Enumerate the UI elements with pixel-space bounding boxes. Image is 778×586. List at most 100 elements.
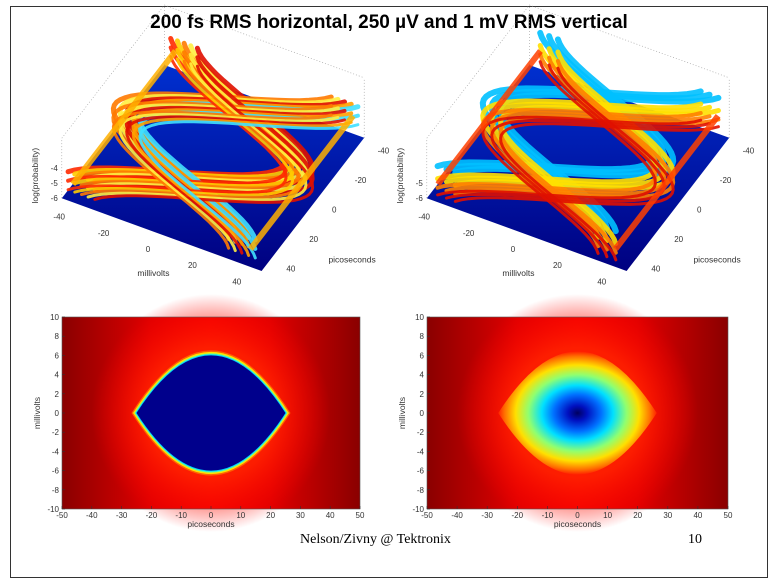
picoseconds-tick-label: 40: [651, 265, 660, 274]
millivolts-axis-label: millivolts: [502, 268, 534, 278]
y-axis-label: millivolts: [397, 397, 407, 429]
y-tick-label: -6: [417, 467, 425, 476]
eye-rail: [435, 49, 543, 187]
x-axis-label: picoseconds: [187, 519, 234, 529]
x-tick-label: 50: [356, 511, 365, 520]
surface-plot-left: -40 -20 0 20 40 -40 -20 0 20 40 -4 -5 -6 millivolts pi…: [30, 4, 390, 286]
millivolts-tick-label: 20: [553, 261, 562, 270]
log-probability-tick-label: -5: [416, 179, 424, 188]
picoseconds-tick-label: -40: [378, 146, 390, 155]
heatmap-left: -50 -40 -30 -20 -10 0 10 20 30 40 501086420-2-4-6-…: [32, 293, 365, 533]
eye-opening: [498, 351, 657, 475]
x-tick-label: -10: [175, 511, 187, 520]
eye-trace: [436, 60, 657, 200]
millivolts-tick-label: -40: [53, 213, 65, 222]
y-tick-label: 2: [55, 390, 60, 399]
x-tick-label: 10: [236, 511, 245, 520]
millivolts-axis-label: millivolts: [137, 268, 169, 278]
eye-trace: [73, 57, 295, 197]
y-tick-label: 4: [55, 371, 60, 380]
eye-trace: [79, 50, 302, 191]
x-tick-label: 40: [326, 511, 335, 520]
eye-trace: [93, 64, 315, 204]
eye-rail: [70, 49, 178, 187]
heatmap-right: -50 -40 -30 -20 -10 0 10 20 30 40 501086420-2-4-6-…: [397, 293, 733, 533]
y-tick-label: -4: [52, 447, 60, 456]
picoseconds-tick-label: 40: [286, 265, 295, 274]
y-tick-label: 4: [420, 371, 425, 380]
y-tick-label: 0: [420, 409, 425, 418]
x-tick-label: -50: [421, 511, 433, 520]
millivolts-tick-label: -40: [418, 213, 430, 222]
y-tick-label: 0: [55, 409, 60, 418]
millivolts-tick-label: -20: [98, 229, 110, 238]
eye-trace: [453, 66, 675, 206]
picoseconds-tick-label: -40: [743, 146, 755, 155]
eye-trace: [435, 52, 658, 193]
x-tick-label: 30: [296, 511, 305, 520]
picoseconds-tick-label: 0: [332, 206, 337, 215]
x-tick-label: 50: [724, 511, 733, 520]
millivolts-tick-label: 20: [188, 261, 197, 270]
log-probability-tick-label: -6: [416, 194, 424, 203]
y-tick-label: 8: [55, 332, 60, 341]
eye-trace: [86, 62, 308, 202]
y-tick-label: -2: [417, 428, 425, 437]
y-tick-label: -6: [52, 467, 60, 476]
x-tick-label: -40: [451, 511, 463, 520]
x-tick-label: -50: [56, 511, 68, 520]
y-tick-label: 8: [420, 332, 425, 341]
eye-rail: [248, 113, 356, 251]
x-axis-label: picoseconds: [554, 519, 601, 529]
picoseconds-tick-label: 20: [674, 235, 683, 244]
picoseconds-tick-label: 20: [309, 235, 318, 244]
x-tick-label: 0: [575, 511, 580, 520]
eye-trace: [498, 114, 721, 255]
eye-trace: [125, 115, 346, 255]
log-probability-tick-label: -6: [51, 194, 59, 203]
picoseconds-tick-label: -20: [355, 176, 367, 185]
eye-trace: [131, 108, 354, 249]
eye-trace: [111, 110, 333, 250]
picoseconds-axis-label: picoseconds: [693, 255, 740, 265]
x-tick-label: -20: [512, 511, 524, 520]
y-tick-label: 10: [415, 313, 424, 322]
log-probability-tick-label: -4: [51, 164, 59, 173]
x-tick-label: -40: [86, 511, 98, 520]
x-tick-label: 20: [266, 511, 275, 520]
y-tick-label: 2: [420, 390, 425, 399]
eye-rail: [613, 113, 721, 251]
eye-trace: [499, 122, 720, 262]
log-probability-axis-label: log(probability): [30, 148, 40, 204]
y-tick-label: 10: [50, 313, 59, 322]
log-probability-tick-label: -5: [51, 179, 59, 188]
millivolts-tick-label: 0: [146, 245, 151, 254]
grid-line: [426, 4, 730, 139]
y-tick-label: -8: [52, 486, 60, 495]
slide-title: 200 fs RMS horizontal, 250 µV and 1 mV R…: [150, 12, 628, 33]
eye-trace: [124, 105, 347, 247]
y-tick-label: -4: [417, 447, 425, 456]
x-tick-label: -30: [116, 511, 128, 520]
millivolts-tick-label: -20: [463, 229, 475, 238]
y-tick-label: -2: [52, 428, 60, 437]
x-tick-label: 30: [663, 511, 672, 520]
page-number: 10: [688, 532, 702, 547]
grid-line: [61, 4, 365, 139]
y-tick-label: -8: [417, 486, 425, 495]
eye-trace: [66, 55, 288, 195]
surface-plot-right: -40 -20 0 20 40 -40 -20 0 20 40 -5 -6 millivolts pico…: [395, 4, 755, 286]
x-tick-label: -10: [542, 511, 554, 520]
slide-footer: Nelson/Zivny @ Tektronix: [300, 532, 451, 547]
log-probability-axis-label: log(probability): [395, 148, 405, 204]
eye-trace: [489, 111, 712, 252]
picoseconds-tick-label: -20: [720, 176, 732, 185]
eye-opening: [136, 355, 286, 471]
millivolts-tick-label: 40: [232, 277, 241, 286]
y-tick-label: 6: [55, 351, 60, 360]
x-tick-label: 10: [603, 511, 612, 520]
millivolts-tick-label: 40: [597, 277, 606, 286]
y-tick-label: 6: [420, 351, 425, 360]
eye-trace: [131, 117, 353, 257]
y-axis-label: millivolts: [32, 397, 42, 429]
